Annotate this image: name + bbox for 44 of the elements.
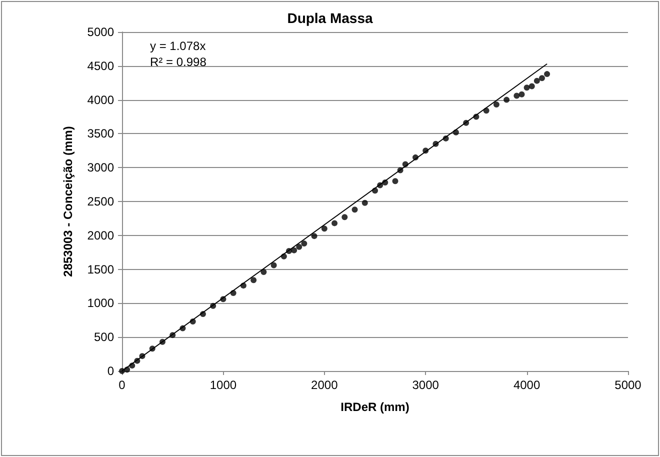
y-tick-label: 1500	[87, 262, 114, 276]
y-tick-label: 3500	[87, 126, 114, 141]
point	[301, 240, 308, 247]
y-tick-label: 2500	[87, 194, 114, 208]
point	[504, 96, 510, 103]
point	[296, 244, 302, 250]
x-axis-title: IRDeR (mm)	[340, 400, 410, 414]
point	[260, 269, 267, 276]
annotation: R² = 0.998	[150, 55, 207, 69]
point	[352, 206, 358, 213]
y-tick-label: 5000	[87, 25, 114, 39]
x-tick-label: 0	[118, 378, 126, 392]
point	[493, 102, 500, 108]
point	[518, 91, 525, 98]
y-tick-label: 1000	[87, 296, 114, 310]
y-tick-label: 3000	[87, 160, 114, 175]
annotation: y = 1.078x	[150, 39, 206, 53]
point	[524, 84, 530, 91]
point	[311, 233, 318, 240]
y-tick-label: 0	[107, 364, 114, 378]
point	[514, 92, 520, 99]
point	[534, 78, 540, 84]
x-tick-label: 1000	[210, 378, 237, 392]
point	[342, 214, 348, 220]
point	[392, 178, 398, 184]
point	[291, 247, 298, 254]
point	[528, 83, 535, 90]
point	[538, 75, 545, 82]
y-tick-label: 4000	[87, 92, 114, 107]
y-tick-label: 500	[94, 330, 114, 344]
point	[544, 71, 550, 78]
point	[321, 226, 328, 232]
y-axis-title: 2853003 - Conceição (mm)	[61, 126, 75, 277]
point	[362, 200, 368, 206]
x-tick-label: 2000	[311, 378, 338, 392]
x-tick-label: 5000	[614, 378, 642, 392]
point	[270, 262, 277, 268]
y-tick-label: 2000	[87, 228, 114, 242]
chart-title: Dupla Massa	[287, 10, 374, 26]
x-tick-label: 4000	[513, 378, 540, 392]
x-tick-label: 3000	[412, 378, 440, 392]
y-tick-label: 4500	[87, 58, 114, 73]
point	[250, 277, 257, 284]
point	[332, 220, 338, 226]
